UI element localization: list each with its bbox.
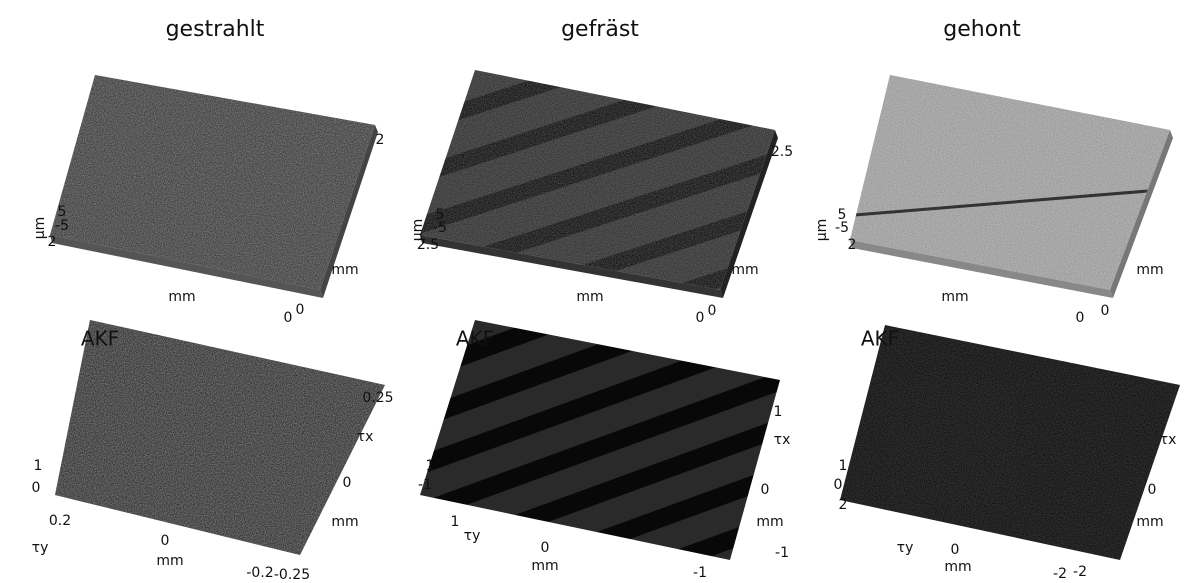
axis-label: mm (1136, 514, 1163, 530)
axis-label: mm (944, 559, 971, 575)
axis-label: mm (156, 553, 183, 569)
axis-label: 0 (696, 310, 705, 326)
surfaces (40, 65, 1185, 565)
axis-label: -2 (1053, 566, 1067, 582)
axis-label: τx (1160, 432, 1177, 448)
axis-label: mm (576, 289, 603, 305)
axis-label: mm (756, 514, 783, 530)
axis-label: τy (897, 540, 914, 556)
surface (410, 65, 780, 295)
axis-label: 0 (1101, 303, 1110, 319)
axis-label: 1 (774, 404, 783, 420)
axis-label: µm (32, 217, 48, 240)
axis-label: 0 (951, 542, 960, 558)
surface (835, 320, 1185, 565)
axis-label: µm (814, 219, 830, 242)
axis-label: mm (331, 514, 358, 530)
axis-label: -2 (1073, 564, 1087, 580)
axis-label: -5 (55, 218, 69, 234)
axis-label: τy (464, 528, 481, 544)
axis-label: AKF (456, 327, 494, 351)
axis-label: 0 (541, 540, 550, 556)
axis-label: 0 (1076, 310, 1085, 326)
axis-label: -1 (418, 477, 432, 493)
panel-title: gehont (943, 17, 1021, 42)
axis-label: 2 (848, 237, 857, 253)
axis-label: 0 (834, 477, 843, 493)
axis-label: 2 (376, 132, 385, 148)
axis-label: τx (774, 432, 791, 448)
axis-label: 0 (161, 533, 170, 549)
axis-label: -5 (835, 220, 849, 236)
axis-label: 2.5 (417, 237, 439, 253)
axis-label: 0 (1148, 482, 1157, 498)
axis-label: τy (32, 540, 49, 556)
panel-title: gefräst (561, 17, 639, 42)
axis-label: 0 (284, 310, 293, 326)
axis-label: 2.5 (771, 144, 793, 160)
panel-title: gestrahlt (166, 17, 265, 42)
figure: gestrahlt2µm5-52mmmm00AKF0.25τx1000.2mmτ… (0, 0, 1189, 583)
axis-label: 1 (839, 458, 848, 474)
axis-label: mm (331, 262, 358, 278)
axis-label: AKF (861, 327, 899, 351)
axis-label: 1 (451, 514, 460, 530)
axis-label: mm (168, 289, 195, 305)
axis-label: 0 (761, 482, 770, 498)
axis-label: 2 (48, 234, 57, 250)
axis-label: 0.2 (49, 513, 71, 529)
axis-label: mm (731, 262, 758, 278)
axis-label: -1 (775, 545, 789, 561)
axis-label: AKF (81, 327, 119, 351)
axis-label: 1 (426, 458, 435, 474)
axis-label: 0 (296, 302, 305, 318)
axis-label: 0 (343, 475, 352, 491)
axis-label: τx (357, 429, 374, 445)
axis-label: 0.25 (362, 390, 393, 406)
axis-label: mm (941, 289, 968, 305)
axis-label: -1 (693, 565, 707, 581)
axis-label: mm (531, 558, 558, 574)
axis-label: 0 (32, 480, 41, 496)
axis-label: mm (1136, 262, 1163, 278)
axis-label: -0.25 (274, 567, 310, 583)
axis-label: 2 (839, 497, 848, 513)
axis-label: 0 (708, 303, 717, 319)
axis-label: -0.2 (246, 565, 273, 581)
axis-label: 1 (34, 458, 43, 474)
axis-label: -5 (433, 220, 447, 236)
